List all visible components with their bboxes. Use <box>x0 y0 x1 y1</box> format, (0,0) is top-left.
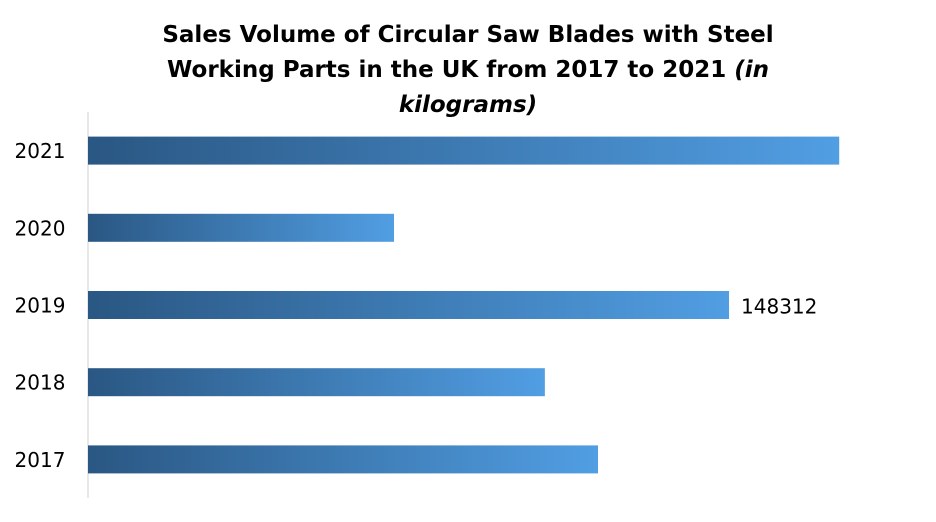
data-label: 148312 <box>741 295 817 319</box>
bar <box>88 291 730 319</box>
y-tick-label: 2020 <box>15 216 66 240</box>
y-tick-label: 2017 <box>15 448 66 472</box>
bar <box>88 213 395 242</box>
title-unit: (in kilograms) <box>398 57 770 118</box>
y-tick-label: 2018 <box>15 371 66 395</box>
bar <box>88 368 545 397</box>
bar <box>88 445 599 474</box>
y-tick-label: 2019 <box>15 294 66 318</box>
bar <box>88 136 840 165</box>
title-text: Sales Volume of Circular Saw Blades with… <box>162 22 774 83</box>
chart-title: Sales Volume of Circular Saw Blades with… <box>118 18 818 123</box>
y-tick-label: 2021 <box>15 139 66 163</box>
